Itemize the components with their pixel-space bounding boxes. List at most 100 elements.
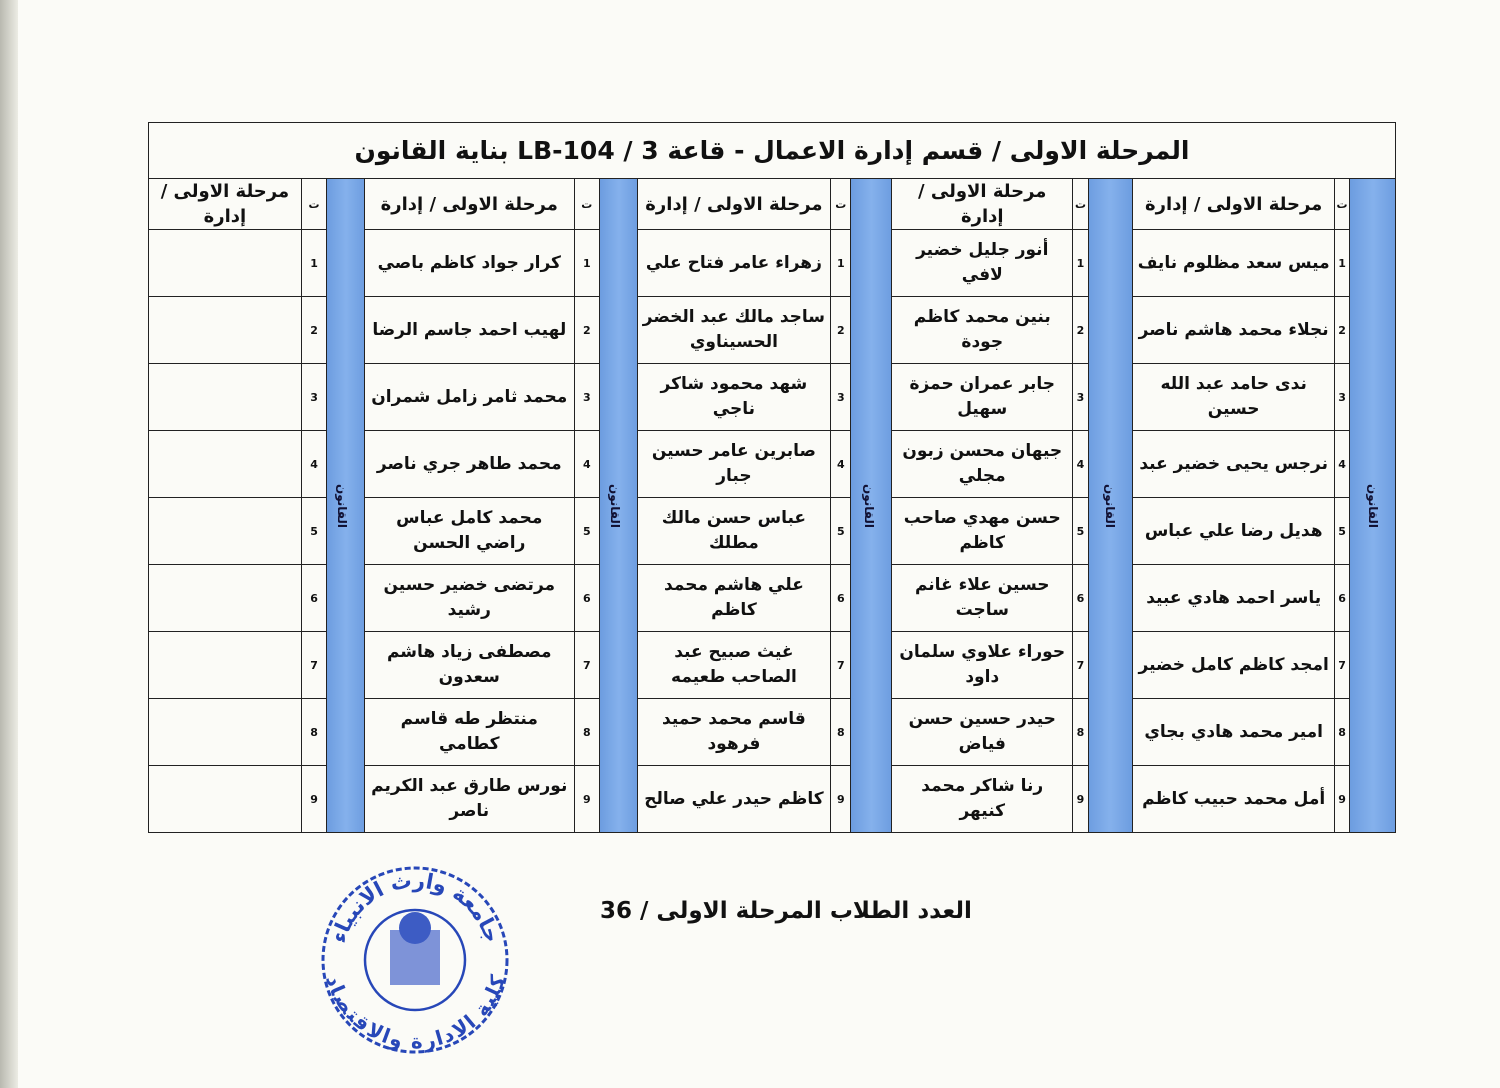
- building-strip: القانون: [1349, 178, 1396, 833]
- student-name: نورس طارق عبد الكريم ناصر: [363, 765, 575, 833]
- student-name: امير محمد هادي بجاي: [1132, 698, 1335, 766]
- seq-header: ت: [1072, 178, 1089, 230]
- student-name: ساجد مالك عبد الخضر الحسيناوي: [636, 296, 832, 364]
- seq-number: 8: [830, 698, 852, 766]
- building-strip: القانون: [599, 178, 638, 833]
- seq-number: 9: [573, 765, 601, 833]
- college-stamp: جامعة وارث الانبياء كلية الادارة والاقتص…: [321, 866, 510, 1054]
- seq-number: 7: [1333, 631, 1351, 699]
- building-label: القانون: [1365, 483, 1380, 528]
- student-name: [148, 698, 302, 766]
- student-name: قاسم محمد حميد فرهود: [636, 698, 832, 766]
- student-name: ياسر احمد هادي عبيد: [1132, 564, 1335, 632]
- table-row: 2 نجلاء محمد هاشم ناصر 2 بنين محمد كاظم جود…: [148, 296, 1396, 364]
- student-name: حيدر حسين حسن فياض: [891, 698, 1074, 766]
- seq-number: 3: [1072, 363, 1089, 431]
- table-row: 1 ميس سعد مظلوم نايف 1 أنور جليل خضير لافي 1…: [148, 229, 1396, 297]
- seq-number: 1: [1072, 229, 1089, 297]
- seq-number: 9: [300, 765, 328, 833]
- student-name: [148, 430, 302, 498]
- student-name: هديل رضا علي عباس: [1132, 497, 1335, 565]
- student-name: كرار جواد كاظم باصي: [363, 229, 575, 297]
- seq-number: 4: [1333, 430, 1351, 498]
- seq-header: ت: [300, 178, 328, 230]
- seq-number: 9: [830, 765, 852, 833]
- building-label: القانون: [334, 483, 349, 528]
- seq-header: ت: [830, 178, 852, 230]
- seq-number: 1: [830, 229, 852, 297]
- student-name: رنا شاكر محمد كنيهر: [891, 765, 1074, 833]
- seq-number: 6: [573, 564, 601, 632]
- student-name: غيث صبيح عبد الصاحب طعيمه: [636, 631, 832, 699]
- student-name: محمد طاهر جري ناصر: [363, 430, 575, 498]
- student-count: العدد الطلاب المرحلة الاولى / 36: [600, 898, 972, 924]
- student-name: علي هاشم محمد كاظم: [636, 564, 832, 632]
- student-name: محمد كامل عباس راضي الحسن: [363, 497, 575, 565]
- seq-number: 9: [1072, 765, 1089, 833]
- seq-number: 3: [830, 363, 852, 431]
- building-strip: القانون: [850, 178, 893, 833]
- seq-number: 5: [1072, 497, 1089, 565]
- seq-number: 4: [1072, 430, 1089, 498]
- seq-number: 3: [573, 363, 601, 431]
- student-name: [148, 296, 302, 364]
- student-name: [148, 631, 302, 699]
- student-name: مصطفى زياد هاشم سعدون: [363, 631, 575, 699]
- student-table: القانون ت مرحلة الاولى / إدارة القانون ت مرحل…: [148, 178, 1396, 833]
- student-name: حسن مهدي صاحب كاظم: [891, 497, 1074, 565]
- student-name: ندى حامد عبد الله حسين: [1132, 363, 1335, 431]
- seq-number: 9: [1333, 765, 1351, 833]
- student-name: جابر عمران حمزة سهيل: [891, 363, 1074, 431]
- seq-number: 1: [1333, 229, 1351, 297]
- building-label: القانون: [607, 483, 622, 528]
- group-header: مرحلة الاولى / إدارة: [636, 178, 832, 230]
- table-row: 7 امجد كاظم كامل خضير 7 حوراء علاوي سلمان د…: [148, 631, 1396, 699]
- seq-number: 4: [573, 430, 601, 498]
- building-strip: القانون: [326, 178, 365, 833]
- seq-number: 2: [1333, 296, 1351, 364]
- building-strip: القانون: [1087, 178, 1134, 833]
- table-row: 6 ياسر احمد هادي عبيد 6 حسين علاء غانم ساجت…: [148, 564, 1396, 632]
- group-header: مرحلة الاولى / إدارة: [148, 178, 302, 230]
- seq-number: 3: [300, 363, 328, 431]
- student-name: بنين محمد كاظم جودة: [891, 296, 1074, 364]
- student-name: ميس سعد مظلوم نايف: [1132, 229, 1335, 297]
- seq-number: 1: [573, 229, 601, 297]
- page-edge-shadow: [0, 0, 18, 1088]
- seq-number: 3: [1333, 363, 1351, 431]
- student-name: نرجس يحيى خضير عبد: [1132, 430, 1335, 498]
- building-label: القانون: [862, 483, 877, 528]
- seq-number: 5: [300, 497, 328, 565]
- student-name: عباس حسن مالك مطلك: [636, 497, 832, 565]
- seq-number: 7: [300, 631, 328, 699]
- seq-header: ت: [573, 178, 601, 230]
- student-name: أمل محمد حبيب كاظم: [1132, 765, 1335, 833]
- seq-number: 6: [830, 564, 852, 632]
- student-name: محمد ثامر زامل شمران: [363, 363, 575, 431]
- table-row: 8 امير محمد هادي بجاي 8 حيدر حسين حسن فياض 8…: [148, 698, 1396, 766]
- seq-number: 8: [1072, 698, 1089, 766]
- student-name: [148, 229, 302, 297]
- seq-header: ت: [1333, 178, 1351, 230]
- student-name: [148, 765, 302, 833]
- seq-number: 2: [1072, 296, 1089, 364]
- seq-number: 8: [1333, 698, 1351, 766]
- page-title: المرحلة الاولى / قسم إدارة الاعمال - قاع…: [148, 122, 1396, 178]
- student-name: مرتضى خضير حسين رشيد: [363, 564, 575, 632]
- student-name: [148, 497, 302, 565]
- student-name: نجلاء محمد هاشم ناصر: [1132, 296, 1335, 364]
- group-header: مرحلة الاولى / إدارة: [1132, 178, 1335, 230]
- student-name: زهراء عامر فتاح علي: [636, 229, 832, 297]
- seq-number: 2: [573, 296, 601, 364]
- student-name: [148, 564, 302, 632]
- seq-number: 1: [300, 229, 328, 297]
- seq-number: 5: [1333, 497, 1351, 565]
- seq-number: 5: [573, 497, 601, 565]
- group-header: مرحلة الاولى / إدارة: [363, 178, 575, 230]
- student-name: لهيب احمد جاسم الرضا: [363, 296, 575, 364]
- student-name: [148, 363, 302, 431]
- student-name: منتظر طه قاسم كطامي: [363, 698, 575, 766]
- student-name: شهد محمود شاكر ناجي: [636, 363, 832, 431]
- seq-number: 7: [830, 631, 852, 699]
- student-name: أنور جليل خضير لافي: [891, 229, 1074, 297]
